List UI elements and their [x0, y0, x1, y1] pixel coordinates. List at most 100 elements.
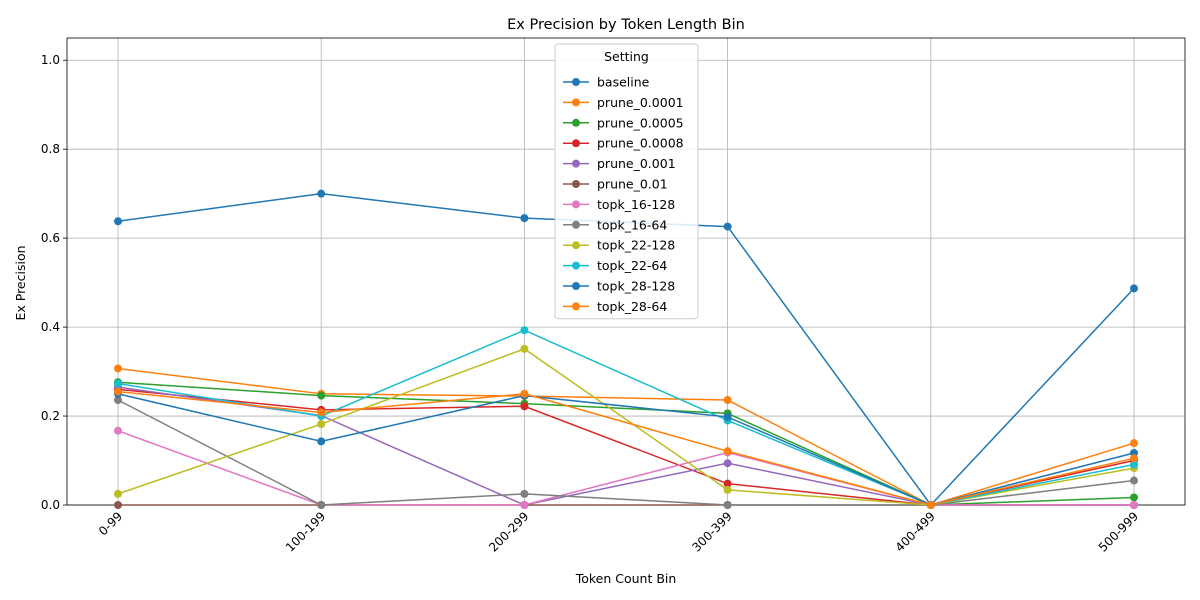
legend-label: prune_0.0005 [597, 115, 684, 130]
legend-label: topk_16-128 [597, 197, 675, 212]
legend-swatch-marker [572, 139, 580, 148]
data-point [723, 412, 732, 421]
legend-swatch-marker [572, 261, 580, 270]
series-topk_22-64 [114, 326, 1138, 509]
y-tick-label: 0.8 [41, 142, 60, 156]
data-point [520, 501, 529, 509]
legend-item: baseline [563, 75, 650, 90]
legend-label: baseline [597, 75, 650, 90]
legend-item: prune_0.01 [563, 177, 668, 192]
legend-swatch-marker [572, 302, 580, 311]
legend-item: prune_0.0001 [563, 95, 684, 110]
legend-swatch-marker [572, 241, 580, 250]
series-line [117, 381, 1135, 506]
series-line [117, 329, 1135, 506]
series-prune_0.0001 [114, 364, 1138, 509]
y-tick-label: 0.0 [41, 498, 60, 512]
data-point [114, 426, 122, 435]
x-axis-label: Token Count Bin [575, 571, 677, 586]
data-point [723, 396, 732, 405]
data-point [114, 379, 122, 388]
legend-item: topk_22-128 [563, 238, 675, 253]
data-point [520, 344, 529, 353]
legend-item: topk_28-128 [563, 279, 675, 294]
data-point [114, 489, 122, 498]
data-point [1130, 460, 1138, 469]
legend-label: topk_28-64 [597, 299, 667, 314]
data-point [520, 389, 529, 398]
series-line [117, 348, 1135, 506]
series-layer [114, 189, 1138, 509]
legend-item: prune_0.0008 [563, 136, 684, 151]
legend-item: prune_0.0005 [563, 115, 684, 130]
legend-swatch-marker [572, 200, 580, 209]
x-tick-label: 200-299 [486, 509, 531, 554]
legend-label: prune_0.001 [597, 156, 676, 171]
legend: Setting baseline prune_0.0001 prune_0.0005p… [554, 43, 699, 320]
data-point [520, 326, 529, 335]
legend-label: topk_28-128 [597, 279, 675, 294]
series-line [117, 390, 1135, 506]
data-point [926, 501, 935, 509]
data-point [114, 396, 122, 405]
x-tick-label: 500-999 [1096, 509, 1141, 554]
legend-label: topk_22-128 [597, 238, 675, 253]
data-point [1130, 476, 1138, 485]
data-point [317, 391, 326, 400]
data-point [1130, 501, 1138, 509]
legend-swatch-marker [572, 180, 580, 188]
y-tick-label: 1.0 [41, 53, 60, 67]
series-line [117, 399, 1135, 506]
data-point [317, 420, 326, 429]
data-point [520, 402, 529, 411]
series-topk_16-128 [114, 426, 1138, 509]
data-point [317, 437, 326, 446]
legend-swatch-marker [572, 159, 580, 168]
data-point [723, 447, 732, 456]
y-tick-label: 0.2 [41, 409, 60, 423]
legend-swatch-marker [572, 78, 580, 86]
data-point [317, 408, 326, 417]
data-point [723, 222, 732, 231]
x-tick-label: 300-399 [689, 509, 734, 554]
data-point [114, 501, 122, 509]
x-tick-label: 400-499 [893, 509, 938, 554]
data-point [114, 364, 122, 373]
legend-swatch-marker [572, 220, 580, 229]
legend-item: prune_0.001 [563, 156, 676, 171]
y-tick-label: 0.4 [41, 320, 60, 334]
data-point [520, 489, 529, 498]
data-point [1130, 454, 1138, 463]
data-point [1130, 439, 1138, 448]
y-axis-label: Ex Precision [13, 245, 28, 320]
legend-item: topk_16-64 [563, 217, 667, 232]
x-tick-label: 100-199 [283, 509, 328, 554]
data-point [723, 459, 732, 468]
legend-item: topk_22-64 [563, 258, 667, 273]
data-point [114, 217, 122, 226]
legend-label: topk_16-64 [597, 217, 667, 232]
data-point [723, 485, 732, 494]
series-prune_0.001 [114, 383, 1138, 509]
legend-swatch-marker [572, 118, 580, 127]
x-tick-label: 0-99 [96, 509, 125, 538]
series-line [117, 367, 1135, 506]
legend-label: prune_0.0001 [597, 95, 684, 110]
legend-label: prune_0.01 [597, 177, 668, 192]
legend-swatch-marker [572, 282, 580, 290]
series-line [117, 430, 1134, 506]
data-point [1130, 493, 1138, 502]
series-line [117, 393, 1135, 506]
data-point [723, 501, 732, 509]
chart-title: Ex Precision by Token Length Bin [507, 17, 745, 33]
legend-item: topk_28-64 [563, 299, 667, 314]
legend-swatch-marker [572, 98, 580, 107]
legend-box [554, 43, 699, 320]
data-point [317, 501, 326, 509]
legend-item: topk_16-128 [563, 197, 675, 212]
data-point [114, 387, 122, 396]
y-tick-label: 0.6 [41, 231, 60, 245]
legend-title: Setting [604, 49, 649, 64]
data-point [317, 189, 326, 198]
